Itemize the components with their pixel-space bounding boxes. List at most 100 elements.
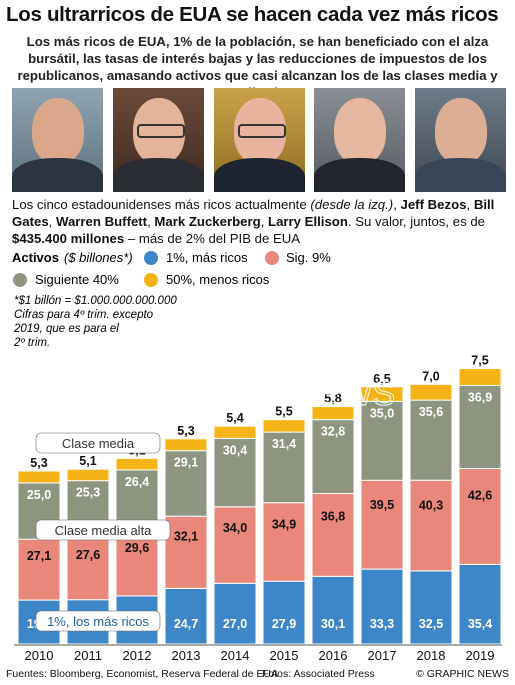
legend-label-bottom50: 50%, menos ricos [166, 272, 270, 287]
bar-next9-2019 [458, 468, 502, 565]
page-title: Los ultrarricos de EUA se hacen cada vez… [6, 3, 499, 26]
value-label-next9-2013: 32,1 [174, 529, 198, 543]
value-label-next9-2011: 27,6 [76, 548, 100, 562]
legend-label-next40: Siguiente 40% [35, 272, 119, 287]
portrait-photo-buffett [213, 88, 305, 192]
value-label-bottom50-2014: 5,4 [226, 411, 243, 425]
value-label-next9-2018: 40,3 [419, 499, 443, 513]
value-label-next40-2018: 35,6 [419, 405, 443, 419]
bar-next9-2018 [409, 479, 453, 572]
callout-box-top1 [35, 610, 161, 632]
photo-caption: Los cinco estadounidenses más ricos actu… [12, 196, 507, 247]
year-label-2017: 2017 [368, 648, 397, 663]
legend-title: Activos [12, 250, 59, 265]
bar-top1-2018 [409, 570, 453, 645]
footer-photos: Fotos: Associated Press [262, 668, 375, 680]
caption-note: (desde la izq.) [310, 197, 394, 212]
value-label-next40-2013: 29,1 [174, 456, 198, 470]
bar-top1-2013 [164, 587, 208, 645]
caption-name-gates: Bill Gates [12, 197, 495, 229]
year-label-2013: 2013 [172, 648, 201, 663]
bar-bottom50-2014 [213, 425, 257, 439]
portrait-photo-gates [112, 88, 204, 192]
value-label-next9-2019: 42,6 [468, 488, 492, 502]
bar-top1-2015 [262, 580, 306, 645]
legend-swatch-top1 [144, 251, 158, 265]
value-label-bottom50-2013: 5,3 [177, 424, 194, 438]
portrait-strip [12, 88, 506, 192]
value-label-bottom50-2018: 7,0 [422, 369, 439, 383]
value-label-bottom50-2019: 7,5 [471, 354, 488, 368]
value-label-next9-2014: 34,0 [223, 521, 247, 535]
footer-credit: © GRAPHIC NEWS [416, 668, 509, 680]
value-label-next40-2014: 30,4 [223, 443, 247, 457]
bar-next40-2016 [311, 419, 355, 495]
year-label-2015: 2015 [270, 648, 299, 663]
value-label-top1-2018: 32,5 [419, 617, 443, 631]
year-label-2014: 2014 [221, 648, 250, 663]
bar-bottom50-2019 [458, 368, 502, 387]
caption-intro: Los cinco estadounidenses más ricos actu… [12, 197, 311, 212]
legend-swatch-next9 [265, 251, 279, 265]
year-label-2012: 2012 [123, 648, 152, 663]
legend: Activos ($ billones*) 1%, más ricos Sig.… [12, 250, 331, 349]
value-label-next40-2011: 25,3 [76, 486, 100, 500]
caption-joiner: , [147, 214, 155, 229]
caption-after-names: . Su valor, juntos, es de [347, 214, 485, 229]
value-label-group: 19,527,125,05,319,727,625,35,121,429,626… [27, 354, 492, 631]
legend-swatch-bottom50 [144, 273, 158, 287]
value-label-top1-2015: 27,9 [272, 617, 296, 631]
callout-clase-media: Clase media [62, 436, 135, 451]
value-label-next9-2017: 39,5 [370, 498, 394, 512]
bar-bottom50-2015 [262, 419, 306, 433]
bar-bottom50-2010 [17, 470, 61, 484]
caption-joiner: , [48, 214, 56, 229]
value-label-next9-2015: 34,9 [272, 518, 296, 532]
caption-name-zuckerberg: Mark Zuckerberg [154, 214, 261, 229]
bar-bottom50-2017 [360, 386, 404, 402]
bar-next9-2015 [262, 502, 306, 582]
bar-top1-2016 [311, 575, 355, 645]
legend-swatch-next40 [13, 273, 27, 287]
year-label-2010: 2010 [25, 648, 54, 663]
bar-bottom50-2011 [66, 468, 110, 482]
value-label-next9-2012: 29,6 [125, 541, 149, 555]
value-label-next40-2019: 36,9 [468, 391, 492, 405]
caption-joiner: , [260, 214, 269, 229]
segment-callouts: Clase media Clase media alta 1%, los más… [35, 432, 171, 632]
legend-footnote-1: *$1 billón = $1.000.000.000.000 [14, 295, 177, 307]
portrait-photo-ellison [415, 88, 506, 192]
bar-next9-2013 [164, 515, 208, 589]
bar-bottom50-2016 [311, 406, 355, 421]
value-label-bottom50-2010: 5,3 [30, 456, 47, 470]
callout-box-clase-media [35, 432, 161, 454]
caption-separator: , [393, 197, 401, 212]
value-label-next40-2010: 25,0 [27, 488, 51, 502]
value-label-bottom50-2011: 5,1 [79, 454, 96, 468]
bar-top1-2017 [360, 568, 404, 645]
bar-next9-2014 [213, 506, 257, 584]
callout-top1: 1%, los más ricos [47, 614, 149, 629]
callout-box-clase-media-alta [35, 519, 171, 541]
value-label-bottom50-2015: 5,5 [275, 405, 292, 419]
bar-bottom50-2018 [409, 383, 453, 401]
callout-clase-media-alta: Clase media alta [55, 523, 153, 538]
value-label-top1-2017: 33,3 [370, 617, 394, 631]
caption-name-buffett: Warren Buffett [55, 214, 148, 229]
value-label-top1-2013: 24,7 [174, 617, 198, 631]
year-label-2016: 2016 [319, 648, 348, 663]
portrait-photo-zuckerberg [314, 88, 406, 192]
caption-name-bezos: Jeff Bezos [400, 197, 467, 212]
year-label-2018: 2018 [417, 648, 446, 663]
value-label-top1-2019: 35,4 [468, 617, 492, 631]
bar-bottom50-2012 [115, 457, 159, 471]
year-axis: 2010 2011 2012 2013 2014 2015 2016 2017 2018 2019 [14, 644, 502, 663]
watermark: GRAPHIC NEWS [129, 375, 395, 413]
bar-next9-2016 [311, 493, 355, 577]
year-label-2019: 2019 [466, 648, 495, 663]
bar-top1-2014 [213, 582, 257, 645]
bar-bottom50-2013 [164, 438, 208, 452]
footer-sources: Fuentes: Bloomberg, Economist, Reserva F… [6, 668, 278, 680]
legend-footnote-4: 2º trim. [13, 337, 50, 349]
